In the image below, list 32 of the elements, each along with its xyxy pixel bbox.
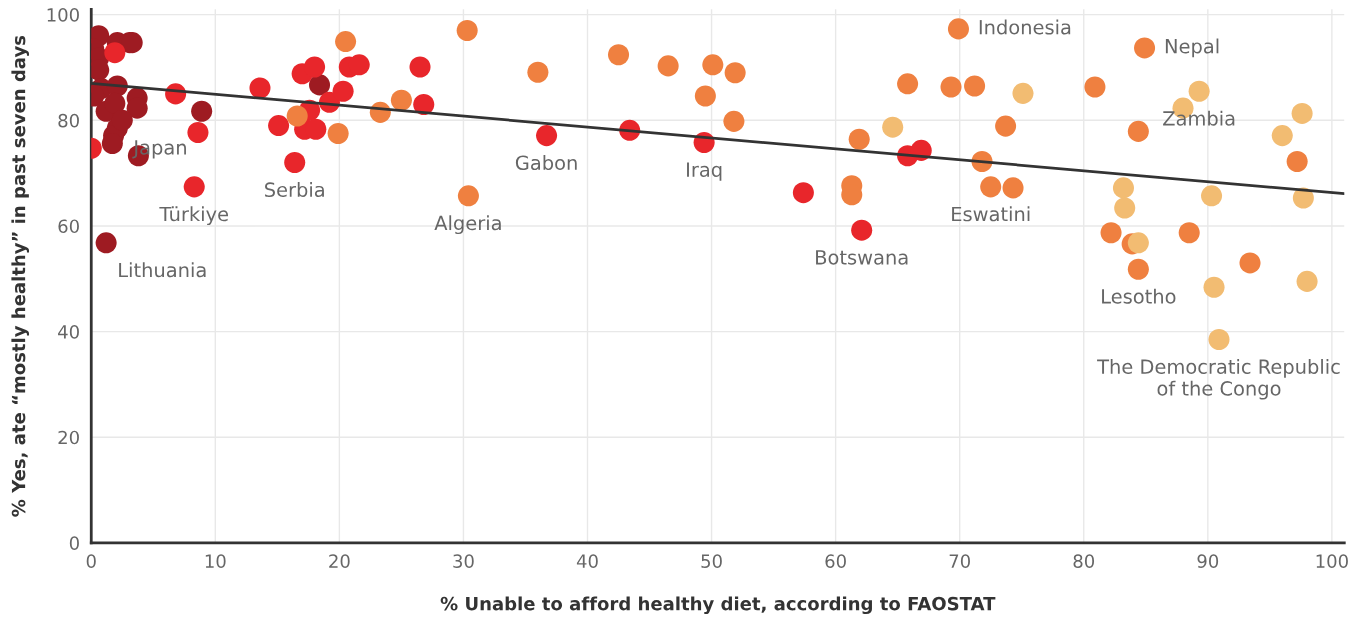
y-tick-label: 80 (58, 113, 79, 128)
x-tick-label: 60 (825, 554, 846, 568)
x-tick-label: 30 (453, 554, 474, 568)
y-tick-label: 40 (58, 325, 79, 339)
annotation: Lesotho (1102, 288, 1176, 304)
x-tick-label: 80 (1073, 554, 1095, 568)
x-tick-label: 100 (1316, 554, 1348, 568)
annotation: Algeria (434, 215, 501, 235)
y-tick-label: 20 (58, 430, 79, 445)
annotation: Zambia (1163, 110, 1235, 126)
x-tick-label: 0 (86, 554, 96, 568)
annotation: Türkiye (159, 206, 229, 226)
x-tick-label: 40 (576, 554, 598, 568)
annotation: Iraq (687, 162, 722, 181)
y-tick-label: 100 (47, 8, 79, 22)
x-tick-label: 70 (949, 554, 970, 568)
x-axis-title: % Unable to afford healthy diet, according to FAOSTAT (440, 596, 996, 615)
annotation: Indonesia (979, 19, 1071, 35)
x-tick-label: 90 (1197, 554, 1219, 568)
annotation: Nepal (1165, 38, 1219, 58)
x-tick-label: 10 (205, 554, 226, 568)
y-tick-label: 60 (58, 219, 79, 234)
annotation: Eswatini (952, 206, 1030, 222)
annotation: Botswana (816, 250, 908, 265)
x-tick-label: 20 (329, 554, 350, 568)
annotation: Lithuania (119, 262, 206, 278)
annotation: Gabon (515, 155, 577, 171)
x-tick-label: 50 (701, 554, 722, 568)
annotation: Serbia (265, 181, 324, 198)
y-tick-label: 0 (69, 536, 79, 550)
annotation: The Democratic Republic of the Congo (1097, 358, 1340, 400)
y-axis-title: % Yes, ate “mostly healthy” in past seven days (11, 35, 30, 517)
